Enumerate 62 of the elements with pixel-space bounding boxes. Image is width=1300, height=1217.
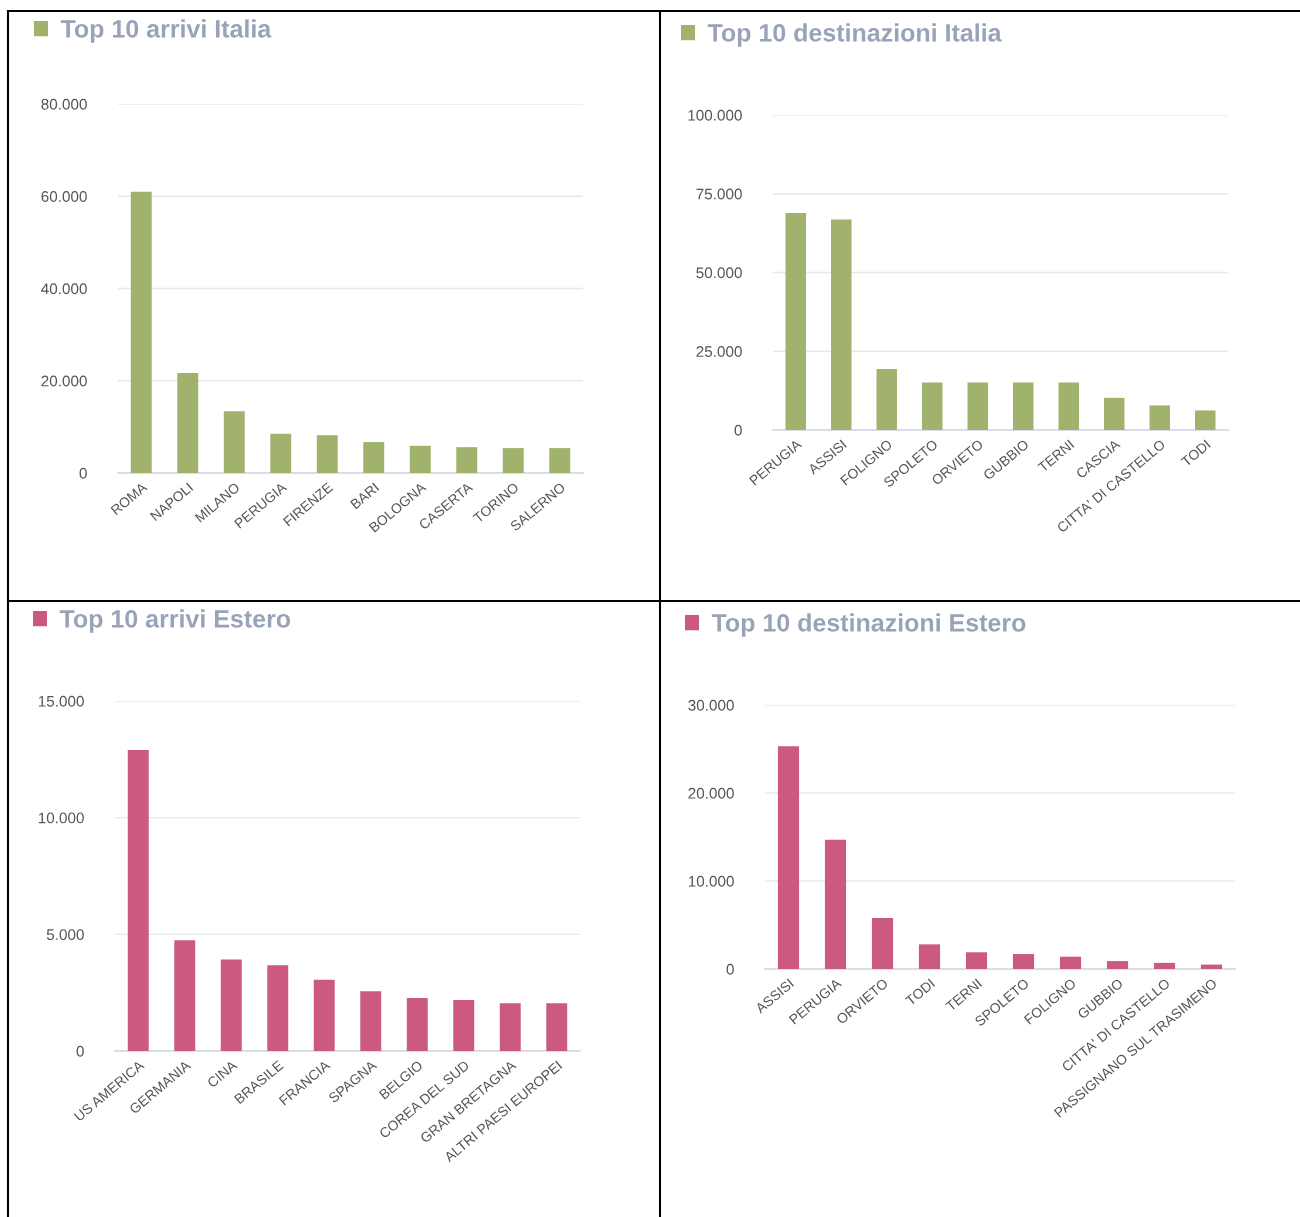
bar xyxy=(1012,954,1035,969)
bar xyxy=(270,433,292,473)
legend-label: Top 10 destinazioni Estero xyxy=(711,613,1026,637)
bar xyxy=(363,442,385,473)
y-tick-label: 10.000 xyxy=(38,812,84,824)
bar xyxy=(223,411,245,473)
bar xyxy=(127,750,149,1051)
y-tick-label: 15.000 xyxy=(38,695,84,707)
bar xyxy=(406,998,428,1051)
bar xyxy=(453,999,475,1051)
y-tick-label: 25.000 xyxy=(696,346,742,357)
bar xyxy=(220,959,242,1051)
bar xyxy=(1106,961,1129,969)
y-tick-label: 80.000 xyxy=(41,98,87,110)
bar xyxy=(831,219,852,430)
bar xyxy=(1200,964,1223,969)
bar xyxy=(313,979,335,1051)
legend-label: Top 10 destinazioni Italia xyxy=(707,23,1002,47)
bar xyxy=(267,965,289,1051)
bar xyxy=(316,435,338,473)
bar xyxy=(1104,397,1125,430)
bar xyxy=(876,368,897,430)
y-tick-label: 60.000 xyxy=(41,191,87,202)
legend-label: Top 10 arrivi Italia xyxy=(60,19,272,43)
bar xyxy=(1195,410,1216,430)
y-tick-label: 10.000 xyxy=(688,875,734,887)
bar xyxy=(549,448,571,473)
bar xyxy=(360,991,382,1051)
bar xyxy=(174,940,196,1051)
bar xyxy=(1149,405,1170,430)
bar xyxy=(177,372,199,473)
bar xyxy=(785,212,806,430)
bar xyxy=(499,1003,521,1051)
bar xyxy=(502,448,524,473)
bar xyxy=(871,917,894,969)
bar xyxy=(409,445,431,473)
y-tick-label: 20.000 xyxy=(41,375,87,387)
bar xyxy=(777,746,800,969)
bar xyxy=(546,1003,568,1051)
y-tick-label: 0 xyxy=(734,424,742,436)
bar xyxy=(130,191,152,473)
bar xyxy=(967,382,988,430)
legend-label: Top 10 arrivi Estero xyxy=(59,609,291,633)
y-tick-label: 40.000 xyxy=(41,283,87,295)
y-tick-label: 20.000 xyxy=(688,787,734,799)
bar xyxy=(922,382,943,430)
bar xyxy=(1013,382,1034,430)
bar xyxy=(1059,956,1082,969)
y-tick-label: 0 xyxy=(726,963,734,975)
bar xyxy=(1058,382,1079,430)
y-tick-label: 30.000 xyxy=(688,699,734,711)
bar xyxy=(456,447,478,473)
y-tick-label: 75.000 xyxy=(696,188,742,200)
bar xyxy=(918,944,941,969)
y-tick-label: 100.000 xyxy=(688,109,742,121)
y-tick-label: 50.000 xyxy=(696,267,742,279)
y-tick-label: 0 xyxy=(76,1045,84,1057)
y-tick-label: 5.000 xyxy=(46,929,84,941)
y-tick-label: 0 xyxy=(79,467,87,479)
bar xyxy=(824,839,847,969)
bar xyxy=(1153,962,1176,969)
bar xyxy=(965,952,988,969)
